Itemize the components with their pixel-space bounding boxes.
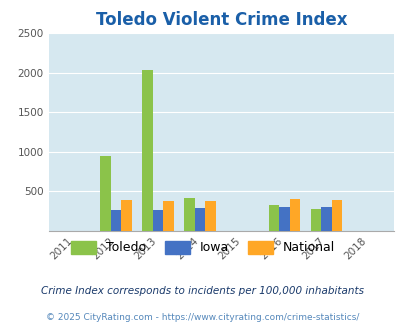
Text: Crime Index corresponds to incidents per 100,000 inhabitants: Crime Index corresponds to incidents per… [41, 286, 364, 296]
Text: © 2025 CityRating.com - https://www.cityrating.com/crime-statistics/: © 2025 CityRating.com - https://www.city… [46, 313, 359, 322]
Bar [310, 209, 320, 231]
Bar [331, 200, 341, 231]
Bar [121, 200, 132, 231]
Legend: Toledo, Iowa, National: Toledo, Iowa, National [66, 236, 339, 259]
Bar [194, 209, 205, 231]
Bar [100, 156, 111, 231]
Bar [111, 210, 121, 231]
Bar [184, 198, 194, 231]
Bar [153, 210, 163, 231]
Bar [142, 70, 153, 231]
Bar [320, 207, 331, 231]
Bar [289, 199, 299, 231]
Bar [163, 201, 173, 231]
Title: Toledo Violent Crime Index: Toledo Violent Crime Index [95, 11, 346, 29]
Bar [268, 205, 279, 231]
Bar [279, 207, 289, 231]
Bar [205, 201, 215, 231]
